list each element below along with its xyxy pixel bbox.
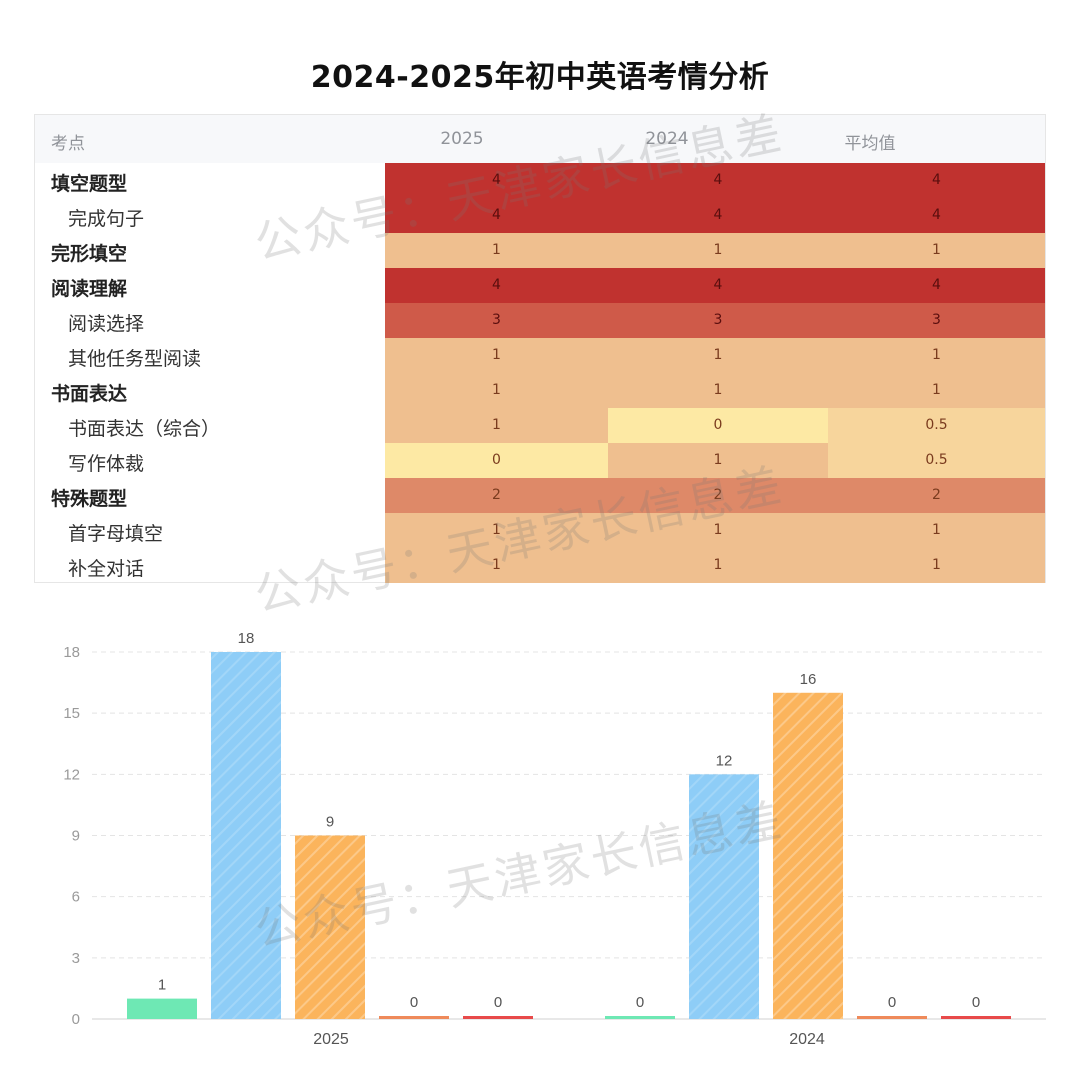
bar — [941, 1016, 1011, 1019]
table-cell: 1 — [608, 233, 828, 268]
bar — [211, 652, 281, 1019]
table-cell: 4 — [828, 198, 1045, 233]
x-tick-label: 2024 — [789, 1031, 825, 1048]
analysis-table: 考点 2025 2024 平均值 填空题型 4 4 4 完成句子 4 4 4 完形填空 1 1 1 阅读… — [34, 114, 1046, 583]
bar-data-label: 0 — [494, 994, 502, 1011]
table-cell: 1 — [385, 408, 608, 443]
bar — [857, 1016, 927, 1019]
row-label: 填空题型 — [51, 173, 128, 195]
row-label: 特殊题型 — [51, 488, 128, 510]
row-label: 补全对话 — [68, 558, 145, 580]
table-row: 写作体裁 0 1 0.5 — [35, 443, 1045, 478]
bar — [127, 998, 197, 1019]
row-label: 阅读选择 — [68, 313, 145, 335]
table-cell: 1 — [385, 338, 608, 373]
x-tick-label: 2025 — [313, 1031, 349, 1048]
table-row: 书面表达 1 1 1 — [35, 373, 1045, 408]
table-cell: 3 — [385, 303, 608, 338]
bar-data-label: 0 — [888, 994, 896, 1011]
table-row: 阅读选择 3 3 3 — [35, 303, 1045, 338]
bar-data-label: 18 — [238, 630, 255, 647]
table-cell: 4 — [608, 163, 828, 198]
table-cell: 4 — [608, 268, 828, 303]
table-header: 考点 2025 2024 平均值 — [35, 115, 1045, 163]
bar-data-label: 1 — [158, 977, 166, 994]
table-cell: 2 — [385, 478, 608, 513]
y-tick-label: 9 — [72, 828, 80, 845]
table-cell: 1 — [385, 548, 608, 583]
table-row: 特殊题型 2 2 2 — [35, 478, 1045, 513]
table-cell: 1 — [828, 233, 1045, 268]
table-cell: 0 — [385, 443, 608, 478]
table-cell: 0 — [608, 408, 828, 443]
bar — [605, 1016, 675, 1019]
table-row: 其他任务型阅读 1 1 1 — [35, 338, 1045, 373]
y-tick-label: 0 — [72, 1011, 80, 1028]
row-label: 阅读理解 — [51, 278, 128, 300]
table-row: 完形填空 1 1 1 — [35, 233, 1045, 268]
table-cell: 1 — [828, 373, 1045, 408]
table-cell: 2 — [608, 478, 828, 513]
page-title: 2024-2025年初中英语考情分析 — [310, 60, 770, 95]
bar-chart: 0 3 6 9 12 15 18 1 18 9 0 0 2025 0 12 16 0 0 2024 — [0, 600, 1080, 1088]
table-cell: 4 — [385, 268, 608, 303]
header-2024: 2024 — [645, 129, 689, 149]
table-cell: 0.5 — [828, 408, 1045, 443]
table-cell: 1 — [385, 513, 608, 548]
table-cell: 1 — [608, 513, 828, 548]
row-label: 完成句子 — [68, 208, 145, 230]
y-tick-label: 15 — [63, 705, 80, 722]
bar-data-label: 12 — [716, 752, 733, 769]
table-cell: 3 — [828, 303, 1045, 338]
y-tick-label: 12 — [63, 766, 80, 783]
table-cell: 2 — [828, 478, 1045, 513]
table-cell: 4 — [385, 163, 608, 198]
bar-data-label: 16 — [800, 671, 817, 688]
table-cell: 1 — [828, 338, 1045, 373]
table-row: 首字母填空 1 1 1 — [35, 513, 1045, 548]
header-topic: 考点 — [51, 134, 85, 154]
row-label: 写作体裁 — [68, 453, 145, 475]
table-cell: 4 — [385, 198, 608, 233]
bar-data-label: 0 — [636, 994, 644, 1011]
row-label: 完形填空 — [51, 243, 128, 265]
table-cell: 1 — [828, 548, 1045, 583]
row-label: 书面表达（综合） — [68, 418, 221, 440]
bar-data-label: 0 — [972, 994, 980, 1011]
y-tick-label: 3 — [72, 950, 80, 967]
row-label: 首字母填空 — [68, 523, 164, 545]
table-cell: 3 — [608, 303, 828, 338]
table-cell: 4 — [608, 198, 828, 233]
row-label: 书面表达 — [51, 383, 128, 405]
bar — [463, 1016, 533, 1019]
table-cell: 1 — [608, 548, 828, 583]
bar-data-label: 9 — [326, 814, 334, 831]
y-tick-label: 18 — [63, 644, 80, 661]
table-cell: 1 — [608, 338, 828, 373]
row-label: 其他任务型阅读 — [68, 348, 202, 370]
table-cell: 4 — [828, 163, 1045, 198]
table-row: 书面表达（综合） 1 0 0.5 — [35, 408, 1045, 443]
table-cell: 1 — [385, 233, 608, 268]
bar — [773, 692, 843, 1019]
table-row: 阅读理解 4 4 4 — [35, 268, 1045, 303]
table-cell: 1 — [828, 513, 1045, 548]
bar — [295, 835, 365, 1019]
table-row: 填空题型 4 4 4 — [35, 163, 1045, 198]
y-tick-label: 6 — [72, 889, 80, 906]
bar — [379, 1016, 449, 1019]
table-cell: 0.5 — [828, 443, 1045, 478]
bar-data-label: 0 — [410, 994, 418, 1011]
bar — [689, 774, 759, 1019]
table-cell: 4 — [828, 268, 1045, 303]
table-row: 补全对话 1 1 1 — [35, 548, 1045, 583]
header-2025: 2025 — [440, 129, 484, 149]
table-cell: 1 — [385, 373, 608, 408]
bar-chart-svg: 0 3 6 9 12 15 18 1 18 9 0 0 2025 0 12 16 0 0 2024 — [63, 630, 1046, 1048]
table-cell: 1 — [608, 373, 828, 408]
table-cell: 1 — [608, 443, 828, 478]
header-average: 平均值 — [844, 134, 896, 154]
table-row: 完成句子 4 4 4 — [35, 198, 1045, 233]
